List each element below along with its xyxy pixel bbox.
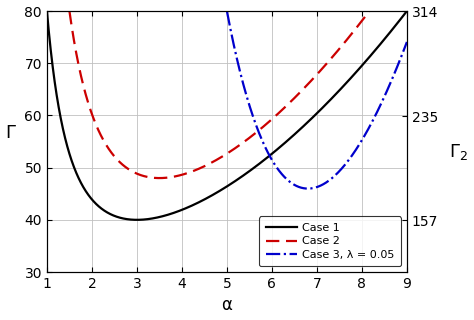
Case 2	[151, 176, 156, 180]
Case 3, λ = 0.05	[224, 10, 230, 13]
Case 3, λ = 0.05	[404, 40, 410, 44]
Case 2	[272, 115, 277, 119]
Case 2	[77, 69, 83, 73]
Y-axis label: $\Gamma_2$: $\Gamma_2$	[449, 141, 468, 162]
Case 3, λ = 0.05	[348, 155, 354, 159]
Case 1	[134, 218, 140, 222]
Case 1	[393, 22, 399, 26]
Case 1	[404, 9, 410, 13]
Case 2	[156, 176, 162, 180]
Legend: Case 1, Case 2, Case 3, λ = 0.05: Case 1, Case 2, Case 3, λ = 0.05	[259, 216, 401, 267]
Case 2	[66, 9, 72, 13]
Case 1	[394, 22, 400, 26]
Case 2	[267, 119, 273, 123]
Case 3, λ = 0.05	[297, 185, 302, 189]
Case 1	[210, 193, 216, 197]
Case 1	[219, 188, 225, 191]
Case 2	[346, 35, 352, 39]
Line: Case 3, λ = 0.05: Case 3, λ = 0.05	[227, 12, 407, 188]
Case 3, λ = 0.05	[305, 187, 310, 190]
Case 3, λ = 0.05	[303, 187, 309, 190]
Case 2	[366, 9, 372, 13]
Case 1	[44, 9, 50, 13]
Line: Case 2: Case 2	[69, 11, 369, 178]
Case 1	[328, 98, 333, 101]
Case 3, λ = 0.05	[365, 129, 370, 132]
Line: Case 1: Case 1	[47, 11, 407, 220]
X-axis label: α: α	[221, 296, 232, 315]
Case 2	[317, 69, 323, 73]
Y-axis label: Γ: Γ	[6, 124, 16, 141]
Case 3, λ = 0.05	[243, 90, 248, 94]
Case 1	[63, 137, 68, 141]
Case 3, λ = 0.05	[368, 123, 374, 126]
